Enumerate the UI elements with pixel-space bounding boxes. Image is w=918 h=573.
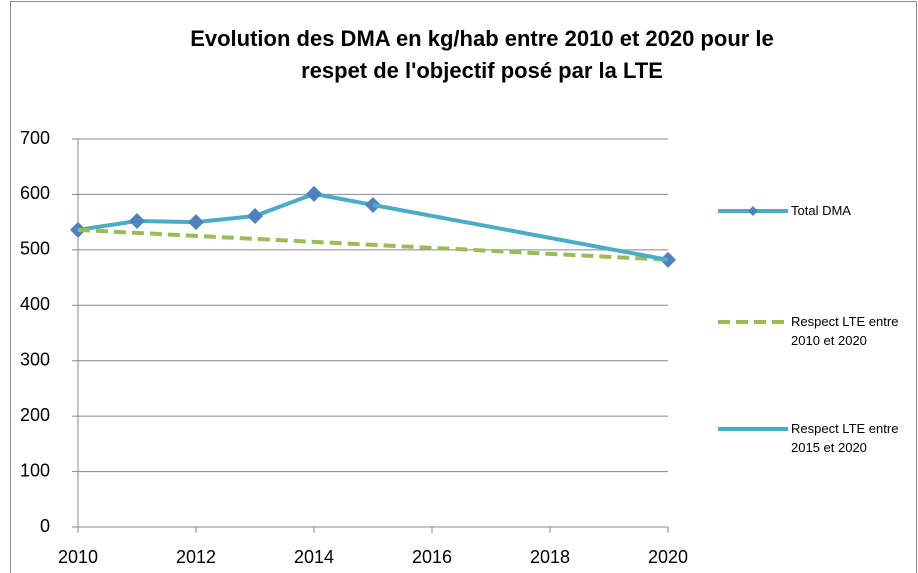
y-tick-label: 500: [20, 239, 50, 259]
y-tick-label: 300: [20, 349, 50, 369]
y-tick-label: 400: [20, 294, 50, 314]
y-tick-label: 200: [20, 405, 50, 425]
x-tick-label: 2018: [530, 547, 570, 567]
chart-title: respet de l'objectif posé par la LTE: [301, 58, 663, 83]
legend-label: Total DMA: [791, 203, 851, 218]
y-tick-label: 100: [20, 460, 50, 480]
x-tick-label: 2016: [412, 547, 452, 567]
data-point: [247, 208, 263, 225]
x-tick-label: 2010: [58, 547, 98, 567]
data-point: [188, 214, 204, 231]
series-line: [372, 202, 669, 262]
chart-border: [10, 1, 917, 573]
chart-title: Evolution des DMA en kg/hab entre 2010 e…: [190, 26, 774, 51]
y-tick-label: 0: [40, 516, 50, 536]
data-point: [129, 213, 145, 230]
series-line: [77, 191, 374, 232]
legend-label: Respect LTE entre 2015 et 2020: [791, 421, 899, 455]
x-tick-label: 2012: [176, 547, 216, 567]
legend-marker: [748, 206, 758, 216]
y-tick-label: 700: [20, 128, 50, 148]
x-tick-label: 2014: [294, 547, 334, 567]
y-tick-label: 600: [20, 183, 50, 203]
legend-label: Respect LTE entre 2010 et 2020: [791, 314, 899, 348]
series-line: [77, 227, 669, 262]
data-point: [306, 185, 322, 202]
x-tick-label: 2020: [648, 547, 688, 567]
